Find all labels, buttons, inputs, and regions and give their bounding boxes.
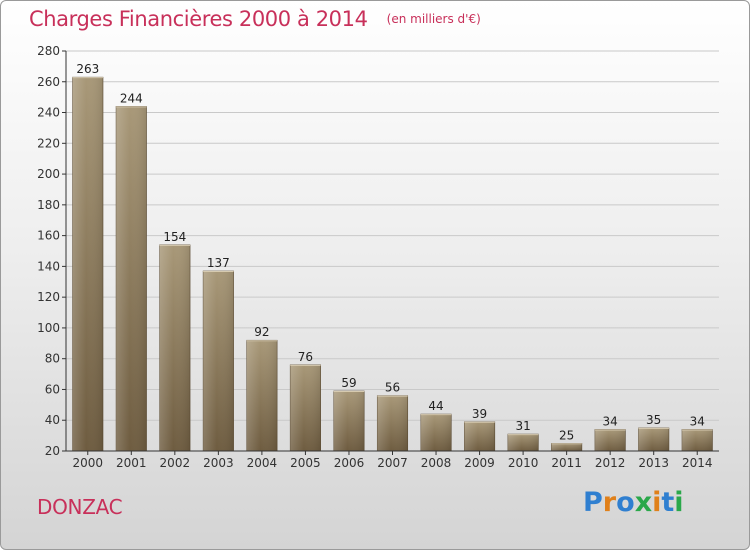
bar-shade: [638, 427, 669, 451]
y-tick-label: 160: [37, 229, 60, 243]
data-label: 34: [603, 414, 618, 428]
proxiti-logo[interactable]: Proxiti: [583, 487, 684, 518]
data-label: 263: [76, 62, 99, 76]
bar-shade: [159, 244, 191, 451]
data-label: 59: [341, 376, 356, 390]
data-label: 34: [690, 414, 705, 428]
data-label: 25: [559, 428, 574, 442]
data-label: 35: [646, 413, 661, 427]
x-tick-label: 2000: [72, 456, 103, 470]
logo-letter: r: [602, 487, 617, 518]
logo-letter: P: [583, 487, 603, 518]
bar-shade: [203, 271, 234, 451]
data-label: 76: [298, 350, 313, 364]
logo-letter: x: [634, 487, 653, 518]
bar-shade: [681, 429, 713, 451]
y-tick-label: 140: [37, 259, 60, 273]
bar-shade: [551, 443, 582, 451]
data-label: 39: [472, 407, 487, 421]
y-tick-label: 40: [45, 413, 60, 427]
x-tick-label: 2013: [638, 456, 669, 470]
data-label: 44: [428, 399, 443, 413]
data-label: 137: [207, 256, 230, 270]
logo-letter: o: [616, 487, 635, 518]
y-tick-label: 260: [37, 75, 60, 89]
x-tick-label: 2005: [290, 456, 321, 470]
chart-subtitle: (en milliers d'€): [386, 12, 481, 26]
y-tick-label: 240: [37, 106, 60, 120]
logo-letter: t: [661, 487, 675, 518]
y-tick-label: 220: [37, 136, 60, 150]
bars: [72, 76, 713, 452]
y-tick-label: 60: [45, 382, 60, 396]
x-tick-label: 2014: [682, 456, 713, 470]
y-tick-label: 20: [45, 444, 60, 458]
data-label: 56: [385, 381, 400, 395]
data-labels: 263 244 154 137 92 76 59 56 44 39 31 25 34 35 34: [76, 62, 705, 442]
y-tick-label: 200: [37, 167, 60, 181]
y-tick-label: 100: [37, 321, 60, 335]
x-tick-label: 2008: [421, 456, 452, 470]
data-label: 244: [120, 91, 143, 105]
bar-shade: [464, 421, 495, 451]
logo-letter: i: [652, 487, 662, 518]
logo-letter: i: [674, 487, 684, 518]
y-tick-label: 120: [37, 290, 60, 304]
x-tick-label: 2011: [551, 456, 582, 470]
x-tick-label: 2007: [377, 456, 408, 470]
x-tick-label: 2004: [247, 456, 278, 470]
y-tick-label: 80: [45, 352, 60, 366]
y-tick-label: 180: [37, 198, 60, 212]
y-tick-label: 280: [37, 44, 60, 58]
x-tick-label: 2009: [464, 456, 495, 470]
region-name: DONZAC: [37, 495, 123, 519]
bar-shade: [116, 106, 147, 451]
x-tick-label: 2012: [595, 456, 626, 470]
x-tick-label: 2001: [116, 456, 147, 470]
bar-shade: [246, 340, 278, 451]
x-tick-label: 2006: [334, 456, 365, 470]
bar-shade: [290, 364, 321, 451]
x-tick-label: 2003: [203, 456, 234, 470]
data-label: 31: [515, 419, 530, 433]
chart-title: Charges Financières 2000 à 2014: [29, 7, 368, 31]
bar-shade: [507, 434, 539, 451]
axes: 20 40 60 80 100 120 140 160 180 200 220 240 260 280 20…: [37, 44, 719, 470]
x-tick-label: 2010: [508, 456, 539, 470]
data-label: 92: [254, 325, 269, 339]
x-tick-label: 2002: [160, 456, 191, 470]
bar-shade: [594, 429, 626, 451]
chart-header: Charges Financières 2000 à 2014 (en mill…: [29, 7, 481, 31]
bar-shade: [333, 391, 365, 451]
bar-shade: [377, 395, 408, 451]
bar-shade: [72, 77, 104, 452]
bar-shade: [420, 414, 452, 451]
data-label: 154: [163, 230, 186, 244]
